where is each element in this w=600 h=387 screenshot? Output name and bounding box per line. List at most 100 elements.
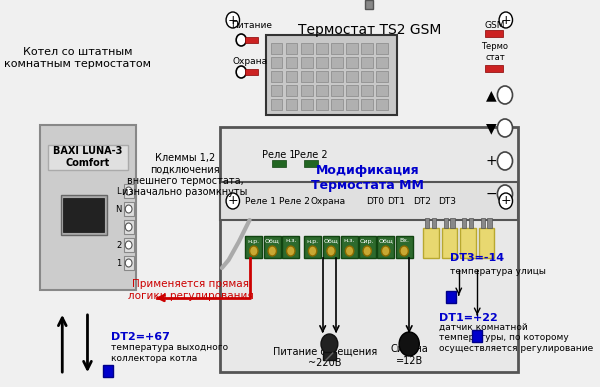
Circle shape (346, 246, 354, 256)
Text: 2: 2 (116, 240, 121, 250)
Text: ▲: ▲ (486, 88, 497, 102)
Text: DT1=+22: DT1=+22 (439, 313, 497, 323)
Bar (346, 85, 358, 96)
Text: DT1: DT1 (388, 197, 406, 205)
Bar (316, 57, 328, 68)
Bar (301, 57, 313, 68)
Circle shape (125, 241, 132, 249)
Bar (331, 57, 343, 68)
Bar (361, 71, 373, 82)
Bar (301, 43, 313, 54)
Bar (286, 43, 298, 54)
Bar (124, 202, 134, 216)
Bar (40, 125, 136, 290)
Circle shape (125, 205, 132, 213)
Bar (124, 256, 134, 270)
Bar (271, 71, 283, 82)
Bar (376, 57, 388, 68)
Bar (301, 99, 313, 110)
Text: Общ: Общ (378, 238, 393, 243)
Bar (481, 218, 485, 228)
Bar (220, 127, 518, 372)
Bar (124, 238, 134, 252)
Bar (485, 65, 503, 72)
Bar (451, 218, 455, 228)
Bar (359, 236, 376, 258)
Text: −: − (486, 187, 497, 201)
Circle shape (268, 246, 277, 256)
Text: DT0: DT0 (367, 197, 385, 205)
Circle shape (499, 12, 512, 28)
Bar (266, 35, 397, 115)
Text: Применяется прямая
логики регулирования: Применяется прямая логики регулирования (128, 279, 254, 301)
Text: +: + (500, 14, 511, 26)
Text: 1: 1 (116, 259, 121, 267)
Bar (286, 57, 298, 68)
Bar (316, 99, 328, 110)
Bar (331, 43, 343, 54)
Text: Модификация
Термостата ММ: Модификация Термостата ММ (311, 164, 424, 192)
Circle shape (125, 259, 132, 267)
Bar (316, 43, 328, 54)
Bar (425, 218, 430, 228)
Text: Сир.: Сир. (360, 238, 374, 243)
Circle shape (499, 193, 512, 209)
Text: Вх.: Вх. (399, 238, 409, 243)
Bar (331, 85, 343, 96)
Text: Охрана: Охрана (310, 197, 345, 205)
Bar (460, 228, 476, 258)
Bar (331, 71, 343, 82)
Text: Общ: Общ (265, 238, 280, 243)
Text: Сирена
=12В: Сирена =12В (391, 344, 428, 366)
Bar (376, 99, 388, 110)
Circle shape (287, 246, 295, 256)
Bar (220, 182, 518, 220)
Bar (245, 236, 262, 258)
Bar (286, 85, 298, 96)
Text: температура выходного
коллектора котла: температура выходного коллектора котла (111, 343, 228, 363)
Circle shape (250, 246, 258, 256)
Text: Питание: Питание (232, 21, 272, 29)
Bar (361, 85, 373, 96)
Bar (346, 71, 358, 82)
Text: Охрана: Охрана (232, 58, 267, 67)
Bar (485, 30, 503, 37)
Text: DT3: DT3 (438, 197, 456, 205)
Bar (376, 43, 388, 54)
Bar (271, 99, 283, 110)
Text: Реле 2: Реле 2 (294, 150, 328, 160)
Bar (271, 43, 283, 54)
Bar (124, 184, 134, 198)
Bar (377, 236, 394, 258)
Circle shape (308, 246, 317, 256)
Circle shape (382, 246, 390, 256)
Circle shape (226, 12, 239, 28)
Bar (365, 0, 373, 9)
Circle shape (497, 119, 512, 137)
Bar (271, 57, 283, 68)
Bar (245, 69, 258, 75)
Bar (124, 220, 134, 234)
Text: н.з.: н.з. (344, 238, 355, 243)
Bar (346, 99, 358, 110)
Bar (316, 85, 328, 96)
Bar (48, 145, 128, 170)
Bar (331, 99, 343, 110)
Bar (376, 71, 388, 82)
Bar (432, 218, 436, 228)
Bar (442, 228, 457, 258)
Bar (346, 43, 358, 54)
Bar (487, 218, 491, 228)
Bar (316, 71, 328, 82)
Bar (323, 352, 336, 360)
Circle shape (125, 187, 132, 195)
Text: Реле 1: Реле 1 (262, 150, 296, 160)
Circle shape (327, 246, 335, 256)
Text: температура улицы: температура улицы (449, 267, 545, 276)
Text: DT2=+67: DT2=+67 (111, 332, 170, 342)
Bar (286, 71, 298, 82)
Bar (424, 228, 439, 258)
Bar (341, 236, 358, 258)
Bar (443, 218, 448, 228)
Circle shape (497, 86, 512, 104)
